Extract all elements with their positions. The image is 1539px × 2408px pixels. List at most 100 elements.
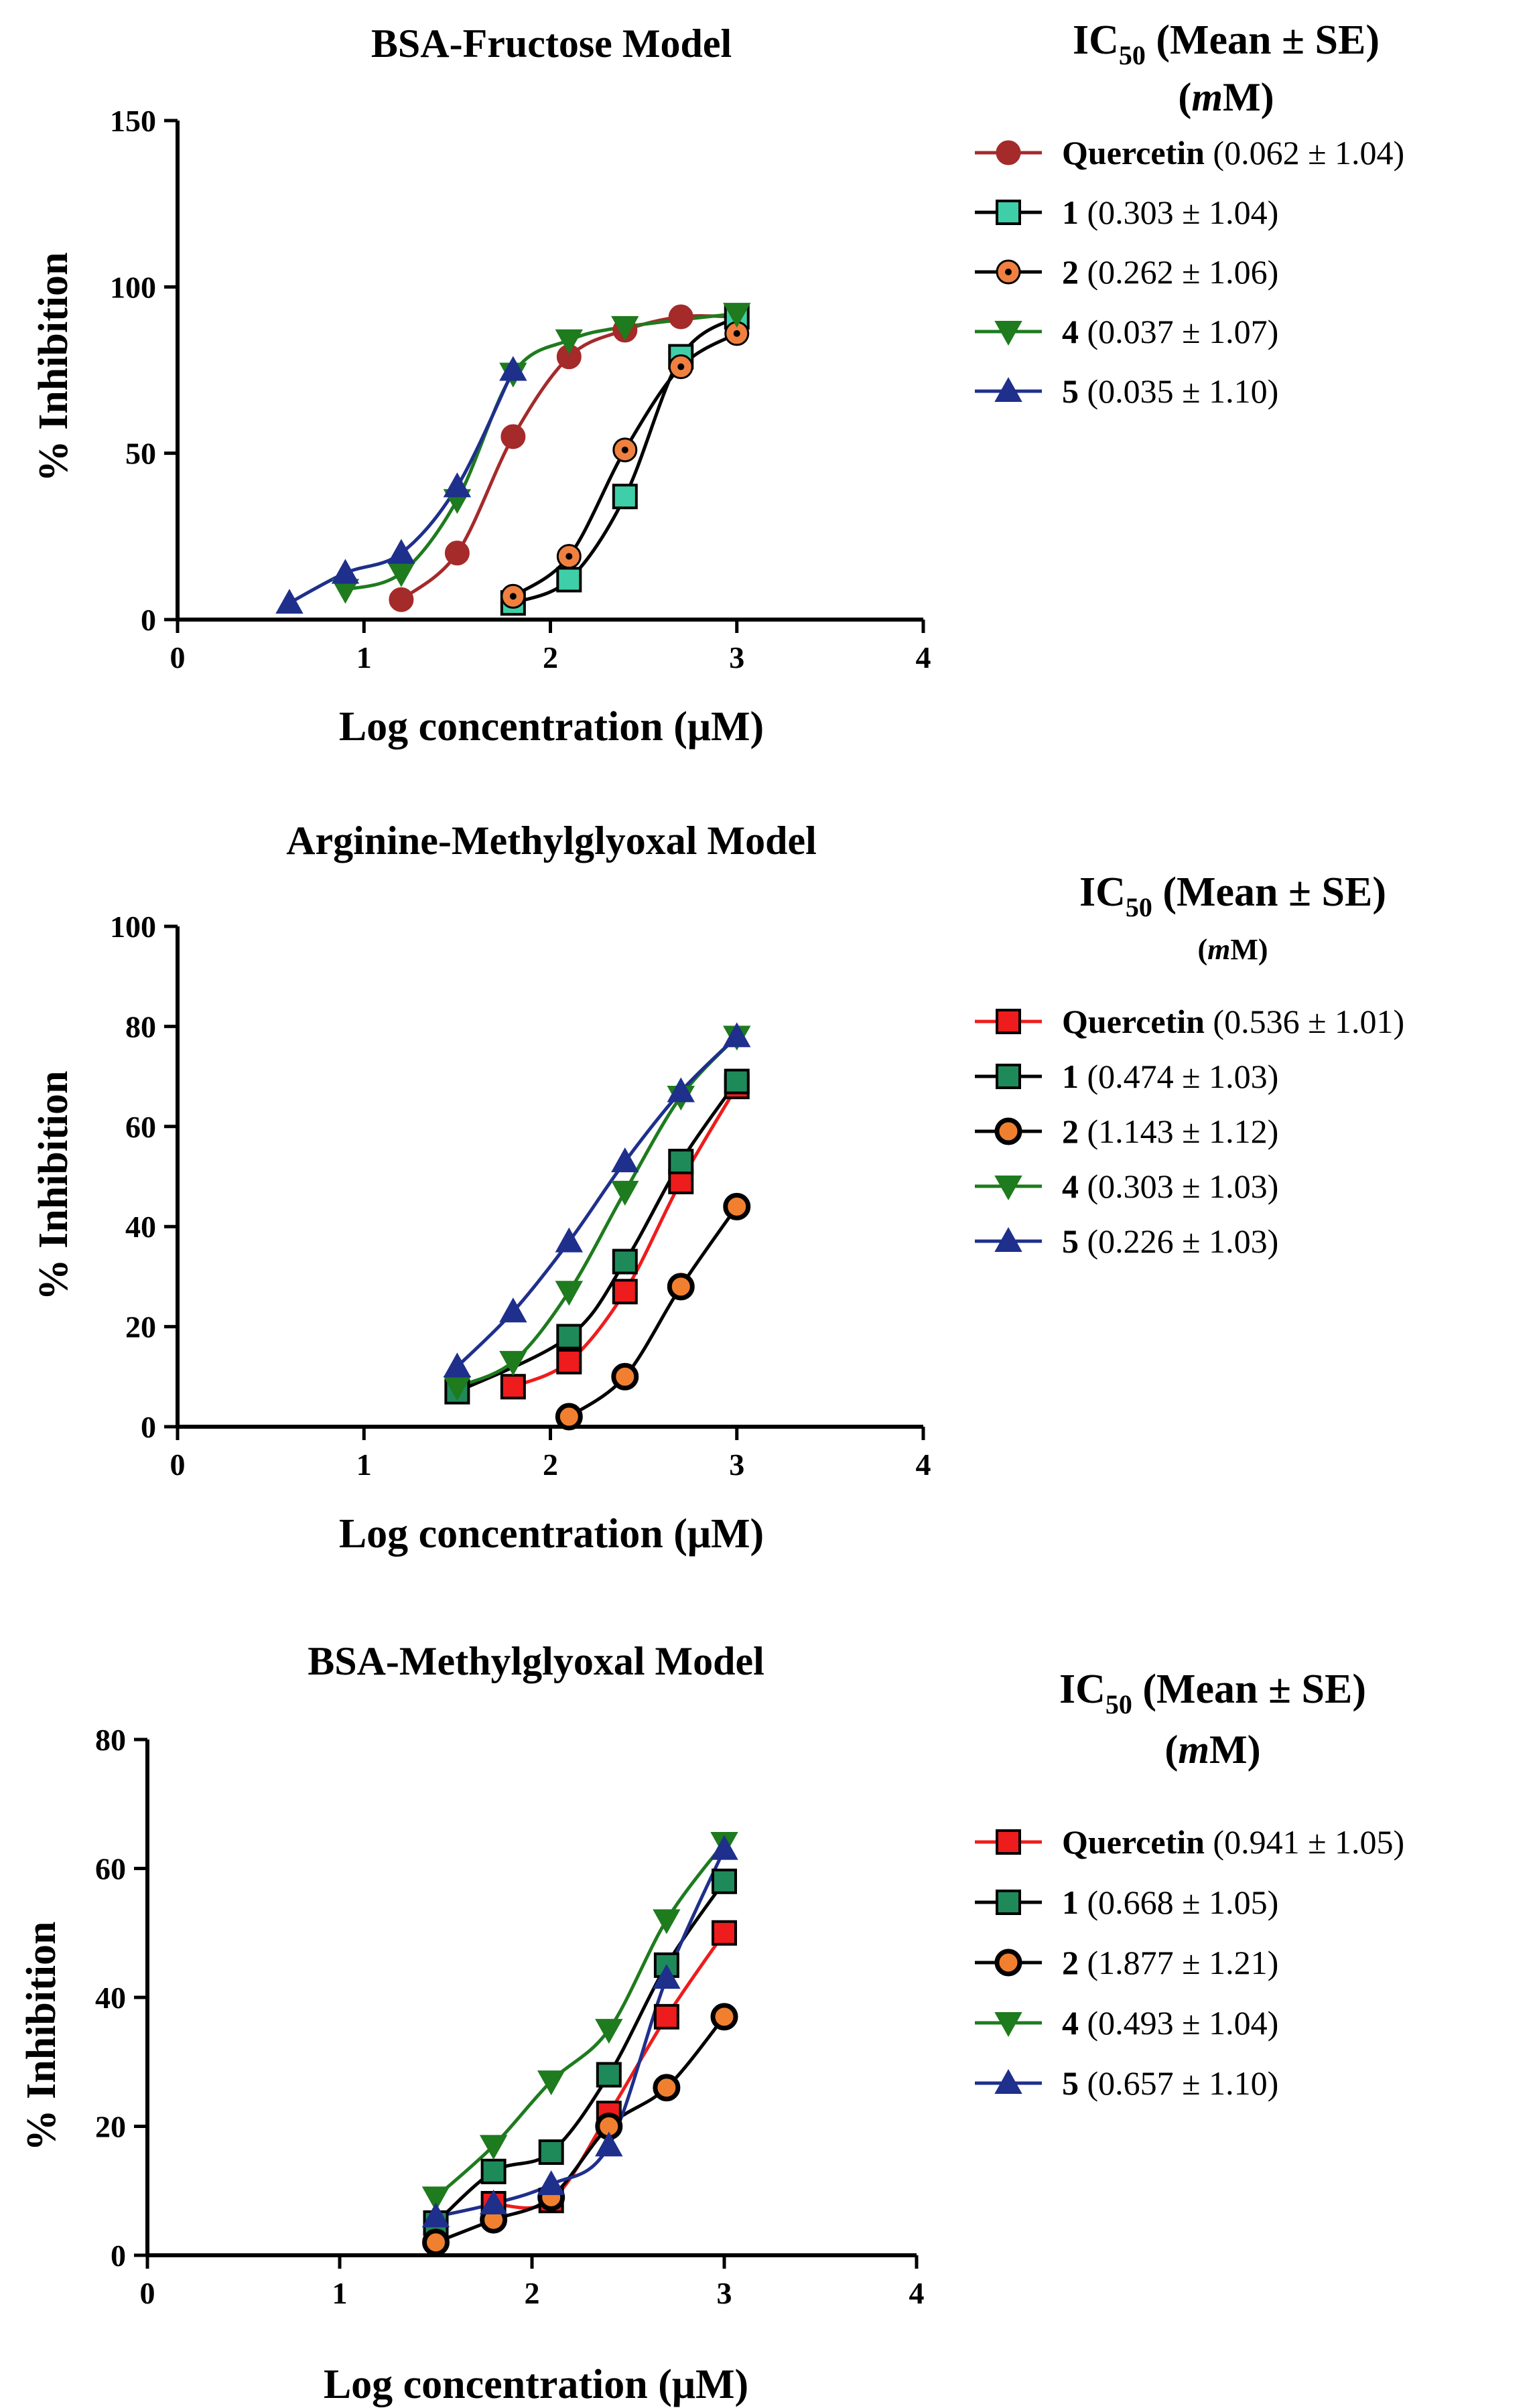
y-axis-label: % Inhibition: [19, 1922, 64, 2151]
x-tick-label: 1: [356, 1447, 372, 1482]
legend-marker-4: [994, 1176, 1022, 1201]
point-5-5: [723, 1022, 751, 1048]
point-1-3: [596, 2062, 622, 2088]
point-2-3: [668, 354, 693, 380]
series-line-1: [456, 1080, 738, 1393]
legend-marker-2: [994, 1117, 1022, 1145]
x-tick-label: 3: [729, 640, 744, 675]
legend-item-4: 4 (0.493 ± 1.04): [975, 2004, 1278, 2042]
x-tick-label: 3: [717, 2276, 732, 2310]
point-quercetin-1: [556, 1348, 582, 1374]
point-5-4: [667, 1077, 695, 1103]
point-2-4: [653, 2074, 681, 2102]
legend-unit: (mM): [1178, 75, 1274, 119]
point-2-0: [555, 1403, 583, 1431]
series-line-5: [456, 1035, 738, 1368]
legend-label: 5 (0.035 ± 1.10): [1062, 372, 1278, 410]
point-5-2: [537, 2170, 565, 2196]
legend-label: 2 (1.877 ± 1.21): [1062, 1944, 1278, 1981]
series-line-5: [288, 369, 515, 605]
chart-title: Arginine-Methylglyoxal Model: [286, 819, 817, 863]
legend-item-5: 5 (0.657 ± 1.10): [975, 2064, 1278, 2102]
y-tick-label: 60: [95, 1852, 126, 1886]
legend-marker-5: [994, 2068, 1022, 2094]
legend-items: Quercetin (0.062 ± 1.04) 1 (0.303 ± 1.04)…: [975, 134, 1404, 410]
x-axis-label: Log concentration (μM): [324, 2362, 748, 2407]
point-4-1: [387, 562, 415, 587]
legend-title: IC50 (Mean ± SE): [1059, 1667, 1366, 1719]
point-5-0: [421, 2202, 450, 2228]
point-1-5: [712, 1868, 737, 1894]
y-tick-label: 40: [95, 1981, 126, 2015]
legend-item-1: 1 (0.303 ± 1.04): [975, 194, 1278, 231]
point-4-3: [595, 2019, 623, 2044]
point-1-1: [556, 1324, 582, 1350]
x-tick-label: 0: [170, 1447, 186, 1482]
legend-title: IC50 (Mean ± SE): [1073, 17, 1380, 70]
x-tick-label: 1: [356, 640, 372, 675]
point-4-1: [499, 1350, 527, 1376]
point-quercetin-5: [668, 304, 693, 330]
legend-marker-2: [994, 1949, 1022, 1977]
point-4-0: [421, 2186, 450, 2212]
point-1-1: [480, 2158, 507, 2184]
point-2-2: [667, 1273, 695, 1301]
legend-label: 2 (0.262 ± 1.06): [1062, 253, 1278, 291]
legend-item-1: 1 (0.668 ± 1.05): [975, 1884, 1278, 1921]
chart-arginine-methylglyoxal: Arginine-Methylglyoxal Model Log concent…: [31, 819, 1404, 1557]
y-tick-label: 0: [141, 1410, 156, 1444]
legend-marker-1: [996, 1890, 1021, 1915]
legend-label: 4 (0.037 ± 1.07): [1062, 313, 1278, 350]
point-quercetin-0: [500, 1374, 526, 1400]
point-5-3: [611, 1147, 639, 1173]
legend-marker-quercetin: [996, 1829, 1021, 1855]
series-line-2: [512, 332, 738, 598]
point-4-2: [555, 1281, 584, 1306]
legend-label: 5 (0.226 ± 1.03): [1062, 1222, 1278, 1260]
legend-items: Quercetin (0.941 ± 1.05) 1 (0.668 ± 1.05)…: [975, 1823, 1404, 2102]
chart-bsa-fructose: BSA-Fructose Model Log concentration (μM…: [31, 17, 1404, 750]
legend-marker-5: [994, 376, 1022, 402]
point-5-1: [479, 2189, 508, 2214]
point-4-1: [479, 2135, 508, 2160]
point-quercetin-3: [653, 2003, 679, 2030]
fitted-curves: [456, 1035, 738, 1419]
x-tick-label: 4: [916, 640, 931, 675]
x-tick-label: 0: [170, 640, 186, 675]
y-tick-label: 0: [141, 603, 156, 637]
legend-item-1: 1 (0.474 ± 1.03): [975, 1058, 1278, 1095]
chart-title: BSA-Fructose Model: [371, 21, 732, 66]
y-axis-label: % Inhibition: [31, 1071, 76, 1301]
y-tick-label: 80: [125, 1009, 156, 1044]
legend: IC50 (Mean ± SE) (mM) Quercetin (0.941 ±…: [975, 1667, 1404, 2102]
point-1-2: [612, 1249, 638, 1275]
y-tick-label: 20: [125, 1310, 156, 1344]
legend-item-quercetin: Quercetin (0.941 ± 1.05): [975, 1823, 1404, 1861]
legend-label: 5 (0.657 ± 1.10): [1062, 2064, 1278, 2102]
point-5-3: [595, 2131, 623, 2157]
series-line-quercetin: [512, 1085, 738, 1389]
point-5-4: [499, 356, 527, 381]
point-5-3: [443, 472, 472, 498]
point-quercetin-4: [712, 1920, 737, 1946]
legend-label: 2 (1.143 ± 1.12): [1062, 1113, 1278, 1150]
y-tick-label: 100: [110, 270, 156, 304]
point-2-0: [500, 583, 526, 609]
legend-item-2: 2 (1.877 ± 1.21): [975, 1944, 1278, 1981]
legend-label: 1 (0.668 ± 1.05): [1062, 1884, 1278, 1921]
data-points: [443, 1022, 751, 1431]
legend-marker-2: [996, 259, 1021, 285]
point-5-0: [443, 1352, 472, 1378]
point-4-3: [611, 1180, 639, 1206]
point-4-6: [723, 303, 751, 328]
point-1-3: [668, 1149, 694, 1175]
point-1-1: [556, 567, 582, 593]
legend-item-quercetin: Quercetin (0.062 ± 1.04): [975, 134, 1404, 171]
data-points: [421, 1832, 738, 2257]
point-2-5: [710, 2003, 738, 2031]
y-tick-label: 100: [110, 910, 156, 944]
point-2-1: [611, 1362, 639, 1391]
x-tick-label: 2: [543, 1447, 558, 1482]
